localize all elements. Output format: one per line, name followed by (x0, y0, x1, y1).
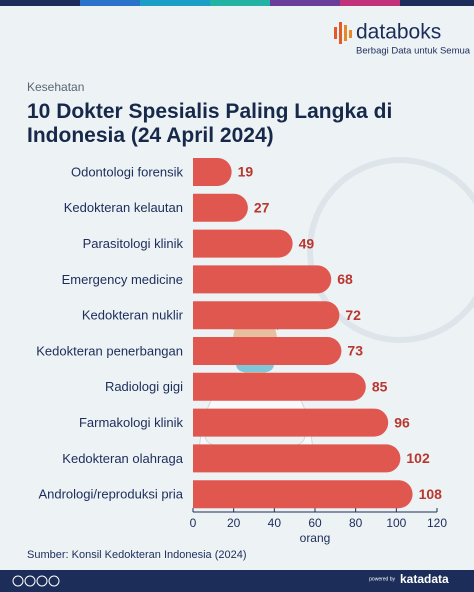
y-tick-label: Kedokteran nuklir (82, 308, 184, 323)
bar (193, 444, 401, 473)
value-label: 96 (394, 414, 410, 430)
x-tick-label: 60 (308, 516, 322, 530)
y-tick-label: Radiologi gigi (105, 379, 183, 394)
x-tick-label: 100 (386, 516, 406, 530)
value-label: 68 (337, 271, 353, 287)
y-tick-label: Kedokteran kelautan (64, 200, 183, 215)
bar (193, 337, 342, 365)
decor (307, 157, 474, 343)
y-tick-label: Parasitologi klinik (83, 236, 184, 251)
footer-brand: katadata (400, 572, 449, 586)
value-label: 19 (238, 164, 254, 180)
value-label: 73 (347, 343, 363, 359)
bar (193, 265, 332, 294)
value-label: 85 (372, 379, 388, 395)
value-label: 72 (345, 307, 361, 323)
bar (193, 408, 389, 437)
logo: databoks (356, 21, 441, 44)
bar (193, 301, 340, 330)
bar (193, 158, 232, 187)
license-icons (12, 575, 60, 587)
x-tick-label: 120 (427, 516, 447, 530)
value-label: 27 (254, 200, 270, 216)
tagline: Berbagi Data untuk Semua (356, 46, 471, 57)
x-tick-label: 20 (227, 516, 241, 530)
bar (193, 193, 248, 222)
source: Sumber: Konsil Kedokteran Indonesia (202… (27, 549, 247, 561)
bar (193, 480, 413, 509)
value-label: 108 (419, 486, 443, 502)
section-label: Kesehatan (27, 80, 84, 94)
top-stripe (0, 0, 474, 6)
y-tick-label: Emergency medicine (62, 272, 183, 287)
x-axis-label: orang (300, 531, 331, 545)
footer-bar (0, 570, 474, 592)
x-tick-label: 0 (190, 516, 197, 530)
y-tick-label: Kedokteran olahraga (62, 451, 183, 466)
bar (193, 372, 366, 401)
y-tick-label: Farmakologi klinik (79, 415, 184, 430)
logo-icon (334, 22, 352, 44)
x-tick-label: 40 (268, 516, 282, 530)
y-tick-label: Odontologi forensik (71, 164, 184, 179)
value-label: 102 (406, 450, 430, 466)
chart-title: 10 Dokter Spesialis Paling Langka di Ind… (27, 100, 393, 147)
value-label: 49 (299, 235, 315, 251)
y-tick-label: Andrologi/reproduksi pria (38, 487, 183, 502)
x-tick-label: 80 (349, 516, 363, 530)
powered-by: powered by (369, 576, 395, 582)
bar (193, 229, 293, 258)
y-tick-label: Kedokteran penerbangan (36, 343, 183, 358)
